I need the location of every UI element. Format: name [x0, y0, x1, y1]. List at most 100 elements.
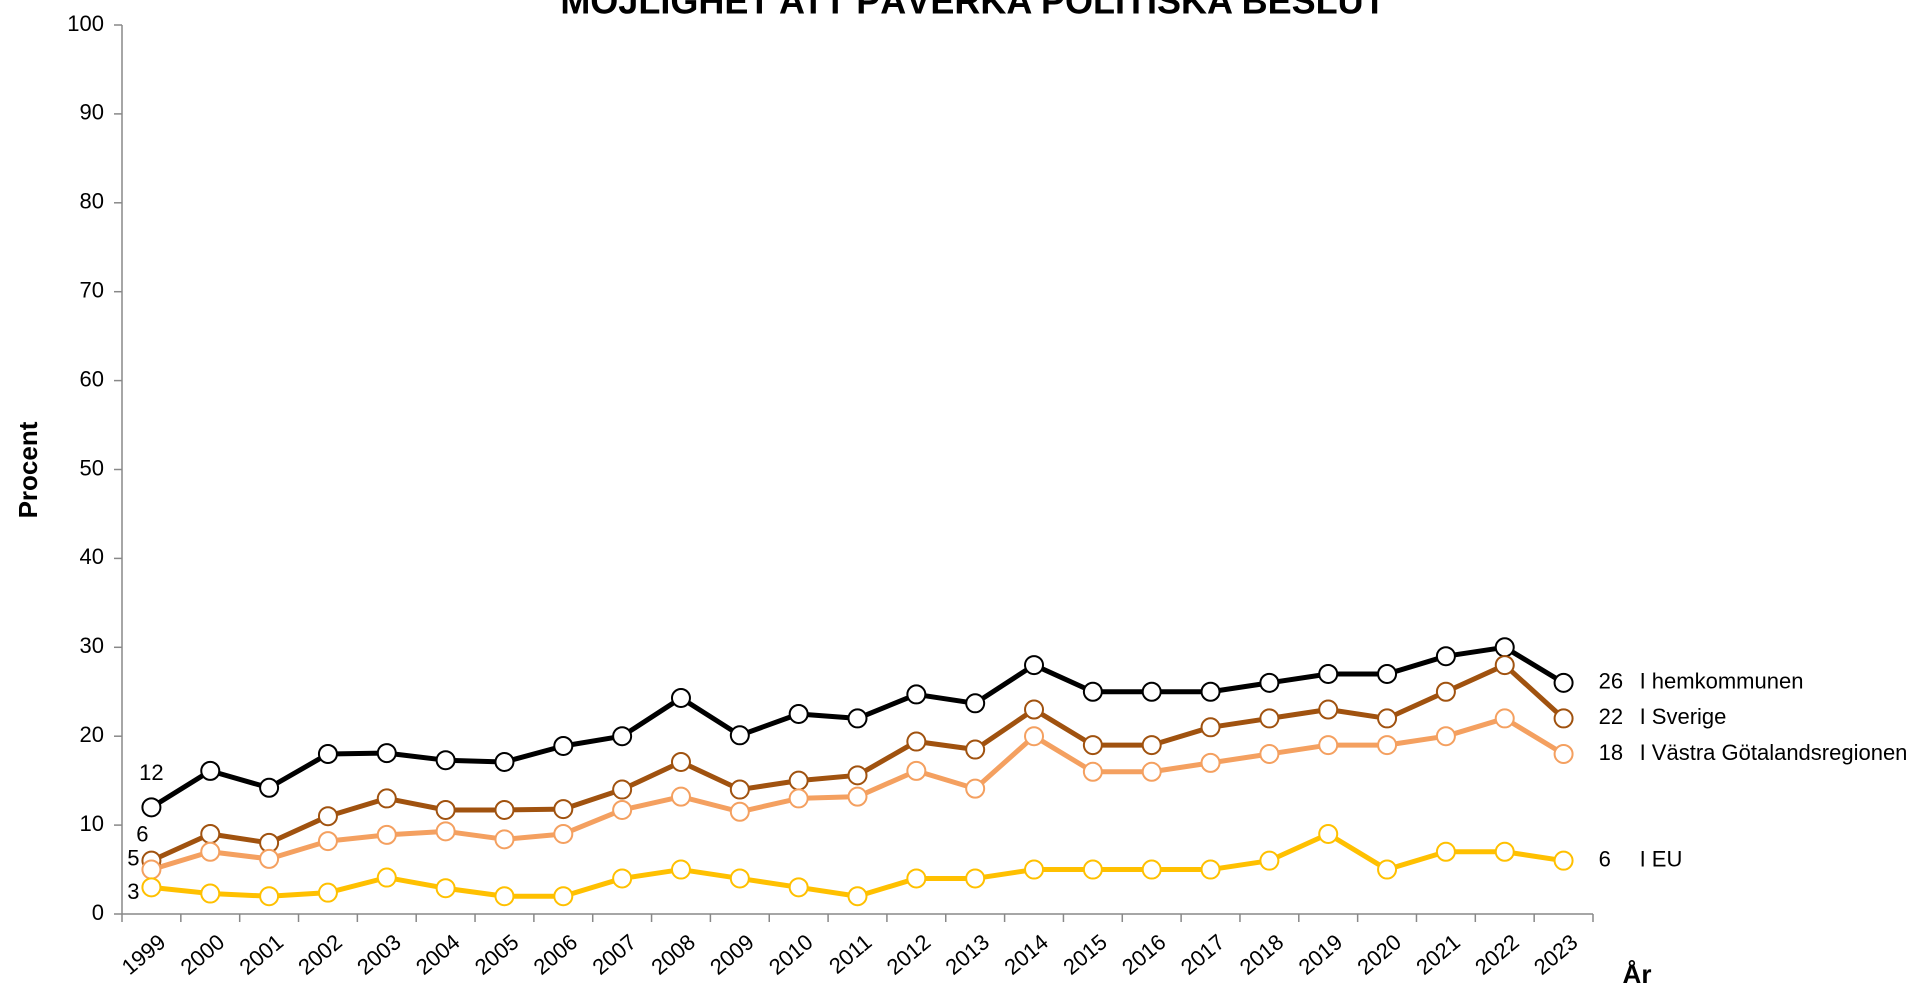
point [965, 778, 986, 799]
point [1494, 841, 1515, 862]
point [1082, 761, 1103, 782]
point [1200, 681, 1221, 702]
y-tick-label: 100 [67, 11, 104, 36]
point [1141, 681, 1162, 702]
point [317, 806, 338, 827]
point [729, 801, 750, 822]
y-tick-label: 50 [80, 455, 104, 480]
point [553, 886, 574, 907]
point [1082, 859, 1103, 880]
point [906, 760, 927, 781]
y-tick-label: 70 [80, 278, 104, 303]
last-value-label: 26 [1599, 669, 1623, 694]
x-tick-label: 2021 [1411, 929, 1465, 980]
x-tick-label: 2007 [588, 929, 642, 980]
point [670, 751, 691, 772]
point [1553, 743, 1574, 764]
last-value-label: 18 [1599, 740, 1623, 765]
y-tick-label: 20 [80, 722, 104, 747]
point [906, 684, 927, 705]
point [788, 877, 809, 898]
x-axis-label: År [1623, 959, 1652, 988]
last-value-label: 22 [1599, 704, 1623, 729]
point [1259, 672, 1280, 693]
point [1318, 663, 1339, 684]
point [1494, 637, 1515, 658]
point [612, 779, 633, 800]
point [1435, 681, 1456, 702]
x-tick-label: 2016 [1117, 929, 1171, 980]
point [1024, 699, 1045, 720]
point [788, 788, 809, 809]
first-value-label: 5 [127, 845, 139, 870]
point [670, 859, 691, 880]
point [612, 868, 633, 889]
point [141, 877, 162, 898]
point [435, 878, 456, 899]
point [1377, 735, 1398, 756]
point [1024, 726, 1045, 747]
point [376, 867, 397, 888]
point [1082, 735, 1103, 756]
point [1435, 646, 1456, 667]
point [1024, 655, 1045, 676]
point [612, 726, 633, 747]
x-tick-label: 2019 [1294, 929, 1348, 980]
point [1141, 859, 1162, 880]
x-tick-label: 2011 [824, 929, 876, 979]
point [141, 859, 162, 880]
x-tick-label: 2018 [1235, 929, 1289, 980]
point [376, 788, 397, 809]
point [1377, 663, 1398, 684]
chart-title: MÖJLIGHET ATT PÅVERKA POLITISKA BESLUT [560, 0, 1385, 22]
point [494, 886, 515, 907]
y-tick-label: 60 [80, 366, 104, 391]
point [1318, 735, 1339, 756]
point [1024, 859, 1045, 880]
point [1318, 823, 1339, 844]
point [965, 693, 986, 714]
x-tick-label: 2015 [1058, 929, 1112, 980]
legend-label: I EU [1640, 846, 1683, 871]
point [670, 687, 691, 708]
point [965, 739, 986, 760]
point [553, 823, 574, 844]
point [729, 868, 750, 889]
point [1141, 761, 1162, 782]
point [1553, 672, 1574, 693]
point [847, 708, 868, 729]
point [847, 886, 868, 907]
point [1200, 717, 1221, 738]
point [965, 868, 986, 889]
x-tick-label: 2020 [1352, 929, 1406, 980]
x-tick-label: 2000 [176, 929, 230, 980]
first-value-label: 3 [127, 879, 139, 904]
x-tick-label: 2002 [293, 929, 347, 980]
point [788, 770, 809, 791]
point [1494, 655, 1515, 676]
point [200, 823, 221, 844]
point [788, 703, 809, 724]
point [435, 750, 456, 771]
point [200, 841, 221, 862]
point [1259, 850, 1280, 871]
point [1435, 726, 1456, 747]
x-tick-label: 2004 [411, 929, 465, 980]
point [200, 760, 221, 781]
legend-label: I Västra Götalandsregionen [1640, 740, 1908, 765]
first-value-label: 6 [136, 821, 148, 846]
point [494, 799, 515, 820]
x-tick-label: 2017 [1176, 929, 1230, 980]
point [494, 751, 515, 772]
point [317, 882, 338, 903]
x-tick-label: 1999 [117, 929, 171, 980]
point [1435, 841, 1456, 862]
x-tick-label: 2023 [1529, 929, 1583, 980]
point [847, 786, 868, 807]
point [376, 824, 397, 845]
point [729, 779, 750, 800]
point [317, 831, 338, 852]
point [376, 743, 397, 764]
x-tick-label: 2005 [470, 929, 524, 980]
